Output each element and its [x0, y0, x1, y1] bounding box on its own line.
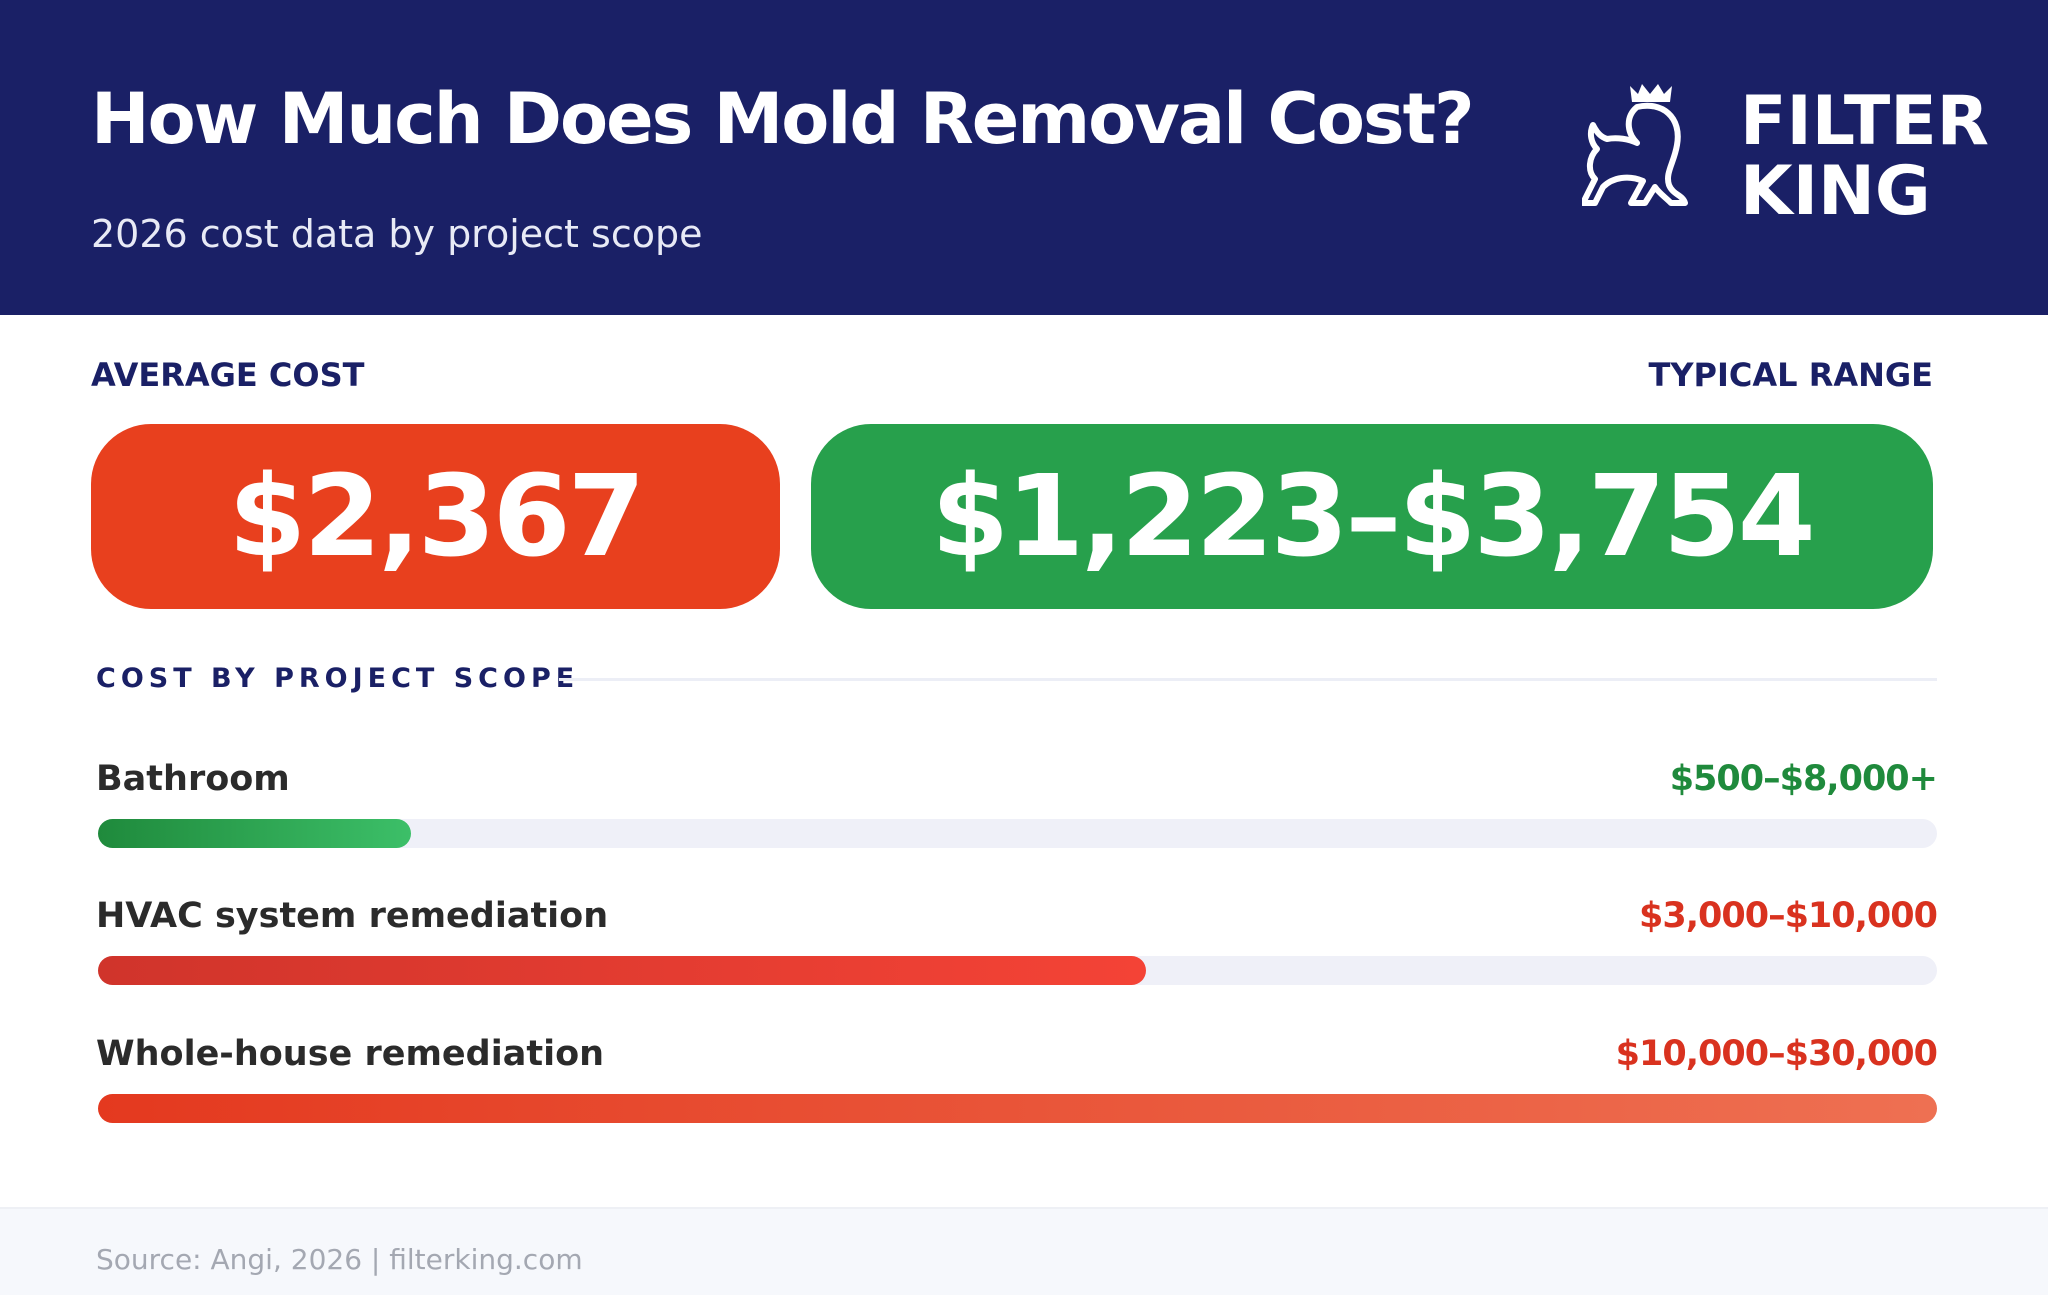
- title: How Much Does Mold Removal Cost?: [91, 78, 1475, 160]
- brand-line: KING: [1740, 152, 1931, 231]
- range-label: TYPICAL RANGE: [1648, 356, 1933, 394]
- row-range: $10,000–$30,000: [1615, 1034, 1938, 1074]
- divider: [559, 678, 1937, 681]
- bar-fill: [98, 956, 1147, 985]
- bar-fill: [98, 819, 411, 848]
- row-label: Whole-house remediation: [96, 1034, 605, 1074]
- average-value: $2,367: [91, 424, 780, 609]
- bar-fill: [98, 1094, 1937, 1123]
- source: Source: Angi, 2026 | filterking.com: [96, 1243, 583, 1276]
- row-range: $500–$8,000+: [1669, 759, 1938, 799]
- subtitle: 2026 cost data by project scope: [91, 212, 703, 256]
- bar-track: [98, 1094, 1937, 1123]
- section-title: COST BY PROJECT SCOPE: [96, 663, 580, 694]
- average-label: AVERAGE COST: [91, 356, 365, 394]
- footer: [0, 1207, 2048, 1295]
- brand-line: FILTER: [1740, 82, 1990, 161]
- bar-track: [98, 956, 1937, 985]
- header: How Much Does Mold Removal Cost? 2026 co…: [0, 0, 2048, 315]
- row-label: HVAC system remediation: [96, 896, 609, 936]
- range-value: $1,223–$3,754: [811, 424, 1933, 609]
- logo-icon: [1582, 84, 1688, 206]
- row-range: $3,000–$10,000: [1639, 896, 1938, 936]
- row-label: Bathroom: [96, 759, 290, 799]
- bar-track: [98, 819, 1937, 848]
